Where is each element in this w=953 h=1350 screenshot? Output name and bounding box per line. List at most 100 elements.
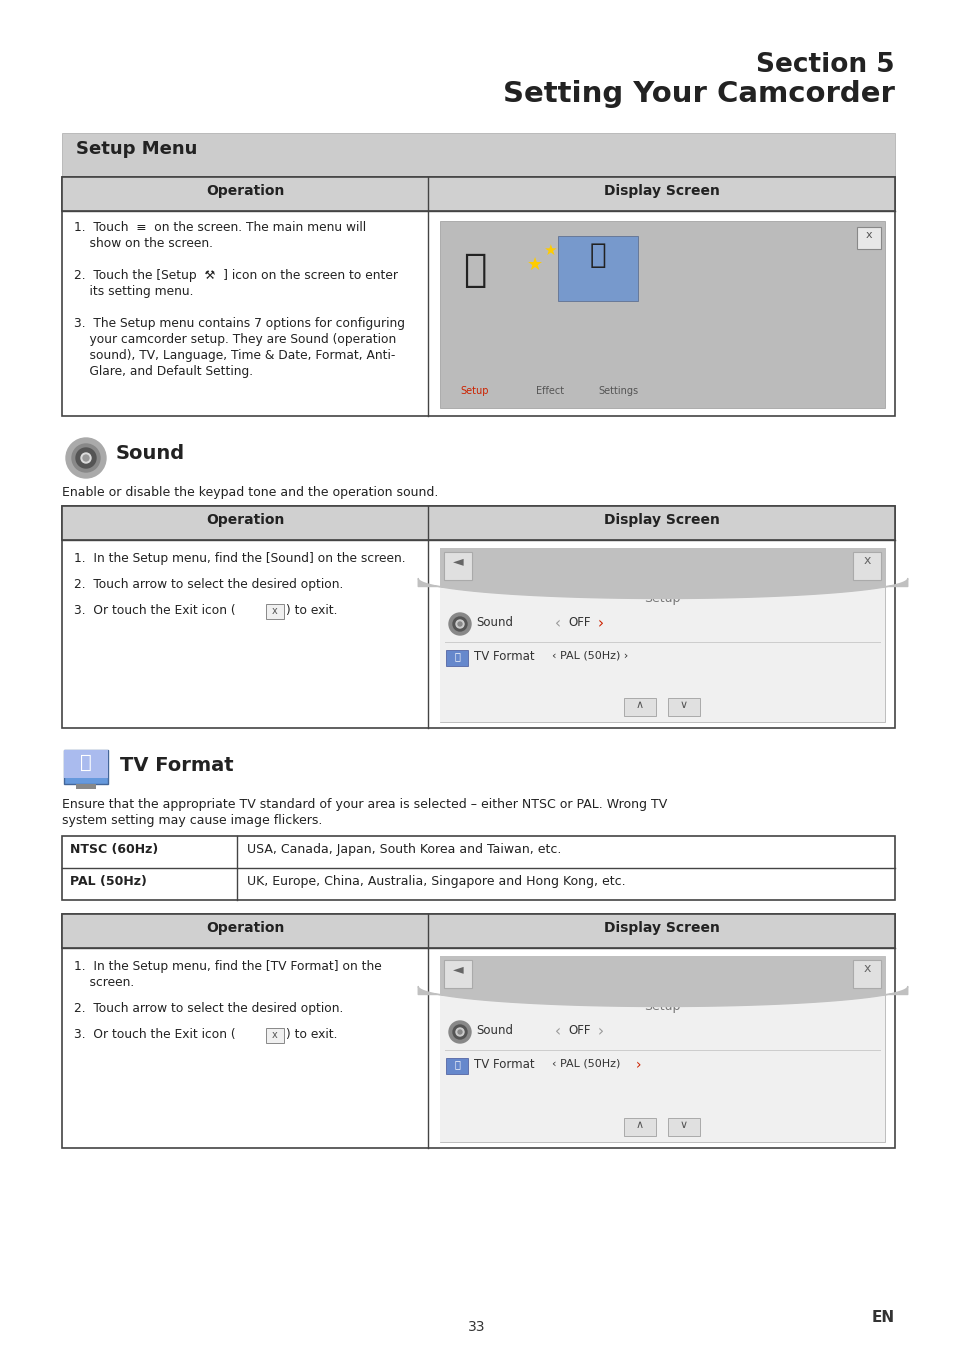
Bar — [446, 1058, 468, 1071]
Text: x: x — [862, 554, 870, 567]
Text: OFF: OFF — [567, 616, 590, 629]
Bar — [266, 603, 284, 620]
Bar — [623, 698, 656, 716]
Bar — [439, 956, 884, 1142]
Bar — [266, 1027, 284, 1044]
Bar — [446, 649, 468, 666]
Bar — [446, 649, 468, 662]
Text: 1.  Touch  ≡  on the screen. The main menu will: 1. Touch ≡ on the screen. The main menu … — [74, 221, 366, 234]
Text: ‹ PAL (50Hz) ›: ‹ PAL (50Hz) › — [552, 649, 628, 660]
Text: 1.  In the Setup menu, find the [TV Format] on the: 1. In the Setup menu, find the [TV Forma… — [74, 960, 381, 973]
Text: UK, Europe, China, Australia, Singapore and Hong Kong, etc.: UK, Europe, China, Australia, Singapore … — [247, 875, 625, 888]
Bar — [439, 221, 884, 408]
Text: Setup: Setup — [643, 1000, 679, 1012]
Text: ∧: ∧ — [636, 701, 643, 710]
Bar — [62, 177, 894, 211]
Text: EN: EN — [871, 1310, 894, 1324]
Text: 3.  Or touch the Exit icon (: 3. Or touch the Exit icon ( — [74, 603, 235, 617]
Bar — [439, 994, 884, 1142]
Text: show on the screen.: show on the screen. — [74, 238, 213, 250]
Text: 3.  The Setup menu contains 7 options for configuring: 3. The Setup menu contains 7 options for… — [74, 317, 405, 329]
Text: 2.  Touch arrow to select the desired option.: 2. Touch arrow to select the desired opt… — [74, 578, 343, 591]
Bar — [62, 836, 894, 900]
Bar — [62, 506, 894, 540]
Text: 1.  In the Setup menu, find the [Sound] on the screen.: 1. In the Setup menu, find the [Sound] o… — [74, 552, 405, 566]
Text: 33: 33 — [468, 1320, 485, 1334]
Text: x: x — [864, 230, 871, 240]
Bar — [443, 552, 472, 580]
Text: ‹: ‹ — [555, 1025, 560, 1040]
Bar — [558, 236, 638, 301]
Bar — [76, 784, 96, 788]
Bar — [62, 134, 894, 177]
Text: Setup: Setup — [643, 593, 679, 605]
Text: Section 5: Section 5 — [756, 53, 894, 78]
Text: Setup: Setup — [460, 386, 489, 396]
Circle shape — [449, 1021, 471, 1044]
Bar — [667, 698, 700, 716]
Text: Display Screen: Display Screen — [603, 513, 719, 526]
Text: ›: › — [598, 616, 603, 630]
Circle shape — [453, 1025, 467, 1040]
Text: Sound: Sound — [476, 616, 513, 629]
Circle shape — [71, 444, 100, 472]
Text: 3.  Or touch the Exit icon (: 3. Or touch the Exit icon ( — [74, 1027, 235, 1041]
Text: ›: › — [636, 1058, 640, 1072]
Text: TV Format: TV Format — [474, 649, 534, 663]
Circle shape — [456, 620, 463, 628]
Text: Operation: Operation — [206, 513, 284, 526]
Text: Ensure that the appropriate TV standard of your area is selected – either NTSC o: Ensure that the appropriate TV standard … — [62, 798, 666, 811]
Bar — [439, 956, 884, 994]
Bar — [446, 1058, 468, 1075]
Text: x: x — [272, 606, 277, 616]
Text: PAL (50Hz): PAL (50Hz) — [70, 875, 147, 888]
Bar — [62, 177, 894, 416]
Text: ★: ★ — [542, 243, 557, 258]
Text: ∨: ∨ — [679, 701, 687, 710]
Text: ⛰: ⛰ — [454, 651, 459, 661]
Circle shape — [457, 622, 461, 626]
Bar — [62, 914, 894, 1148]
Text: TV Format: TV Format — [120, 756, 233, 775]
Text: 2.  Touch the [Setup  ⚒  ] icon on the screen to enter: 2. Touch the [Setup ⚒ ] icon on the scre… — [74, 269, 397, 282]
Text: ∧: ∧ — [636, 1120, 643, 1130]
Text: USA, Canada, Japan, South Korea and Taiwan, etc.: USA, Canada, Japan, South Korea and Taiw… — [247, 842, 560, 856]
Text: ) to exit.: ) to exit. — [286, 1027, 337, 1041]
Text: 🎬: 🎬 — [589, 242, 606, 269]
Bar — [64, 751, 108, 784]
Circle shape — [457, 1030, 461, 1034]
Text: Operation: Operation — [206, 921, 284, 936]
Bar — [62, 506, 894, 728]
Text: Display Screen: Display Screen — [603, 184, 719, 198]
Text: ‹: ‹ — [555, 616, 560, 630]
Bar — [439, 586, 884, 722]
Text: Setup Menu: Setup Menu — [76, 140, 197, 158]
Bar — [852, 960, 880, 988]
Text: Setting Your Camcorder: Setting Your Camcorder — [502, 80, 894, 108]
Text: ›: › — [598, 1025, 603, 1040]
Text: NTSC (60Hz): NTSC (60Hz) — [70, 842, 158, 856]
Circle shape — [76, 448, 96, 468]
Text: Display Screen: Display Screen — [603, 921, 719, 936]
Text: Enable or disable the keypad tone and the operation sound.: Enable or disable the keypad tone and th… — [62, 486, 438, 500]
Text: its setting menu.: its setting menu. — [74, 285, 193, 298]
Bar — [852, 552, 880, 580]
Text: 🔧: 🔧 — [463, 251, 486, 289]
Text: ) to exit.: ) to exit. — [286, 603, 337, 617]
Circle shape — [456, 1027, 463, 1035]
Circle shape — [81, 454, 91, 463]
Text: system setting may cause image flickers.: system setting may cause image flickers. — [62, 814, 322, 828]
Text: sound), TV, Language, Time & Date, Format, Anti-: sound), TV, Language, Time & Date, Forma… — [74, 350, 395, 362]
Text: Settings: Settings — [598, 386, 638, 396]
Text: Sound: Sound — [116, 444, 185, 463]
Text: ★: ★ — [526, 256, 542, 274]
Text: ⛰: ⛰ — [80, 753, 91, 772]
Text: screen.: screen. — [74, 976, 134, 990]
Bar — [623, 1118, 656, 1135]
Text: x: x — [862, 963, 870, 975]
Text: ‹ PAL (50Hz): ‹ PAL (50Hz) — [552, 1058, 619, 1068]
Bar — [64, 751, 108, 778]
Text: x: x — [272, 1030, 277, 1040]
Text: ◄: ◄ — [453, 554, 463, 568]
Circle shape — [66, 437, 106, 478]
